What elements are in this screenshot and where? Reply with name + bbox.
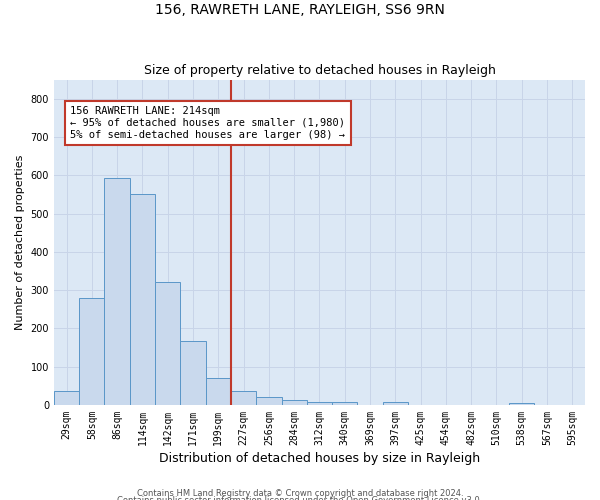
Text: Contains public sector information licensed under the Open Government Licence v3: Contains public sector information licen… <box>118 496 482 500</box>
X-axis label: Distribution of detached houses by size in Rayleigh: Distribution of detached houses by size … <box>159 452 480 465</box>
Bar <box>307 402 332 405</box>
Bar <box>104 178 130 405</box>
Bar <box>231 391 256 405</box>
Bar <box>281 400 307 405</box>
Bar <box>206 378 231 405</box>
Text: Contains HM Land Registry data © Crown copyright and database right 2024.: Contains HM Land Registry data © Crown c… <box>137 488 463 498</box>
Bar <box>383 402 408 405</box>
Bar <box>130 194 155 405</box>
Y-axis label: Number of detached properties: Number of detached properties <box>15 154 25 330</box>
Bar <box>79 298 104 405</box>
Title: Size of property relative to detached houses in Rayleigh: Size of property relative to detached ho… <box>143 64 496 77</box>
Bar <box>509 403 535 405</box>
Text: 156, RAWRETH LANE, RAYLEIGH, SS6 9RN: 156, RAWRETH LANE, RAYLEIGH, SS6 9RN <box>155 2 445 16</box>
Bar <box>155 282 181 405</box>
Bar <box>256 398 281 405</box>
Text: 156 RAWRETH LANE: 214sqm
← 95% of detached houses are smaller (1,980)
5% of semi: 156 RAWRETH LANE: 214sqm ← 95% of detach… <box>70 106 346 140</box>
Bar <box>332 402 358 405</box>
Bar <box>181 340 206 405</box>
Bar <box>54 391 79 405</box>
